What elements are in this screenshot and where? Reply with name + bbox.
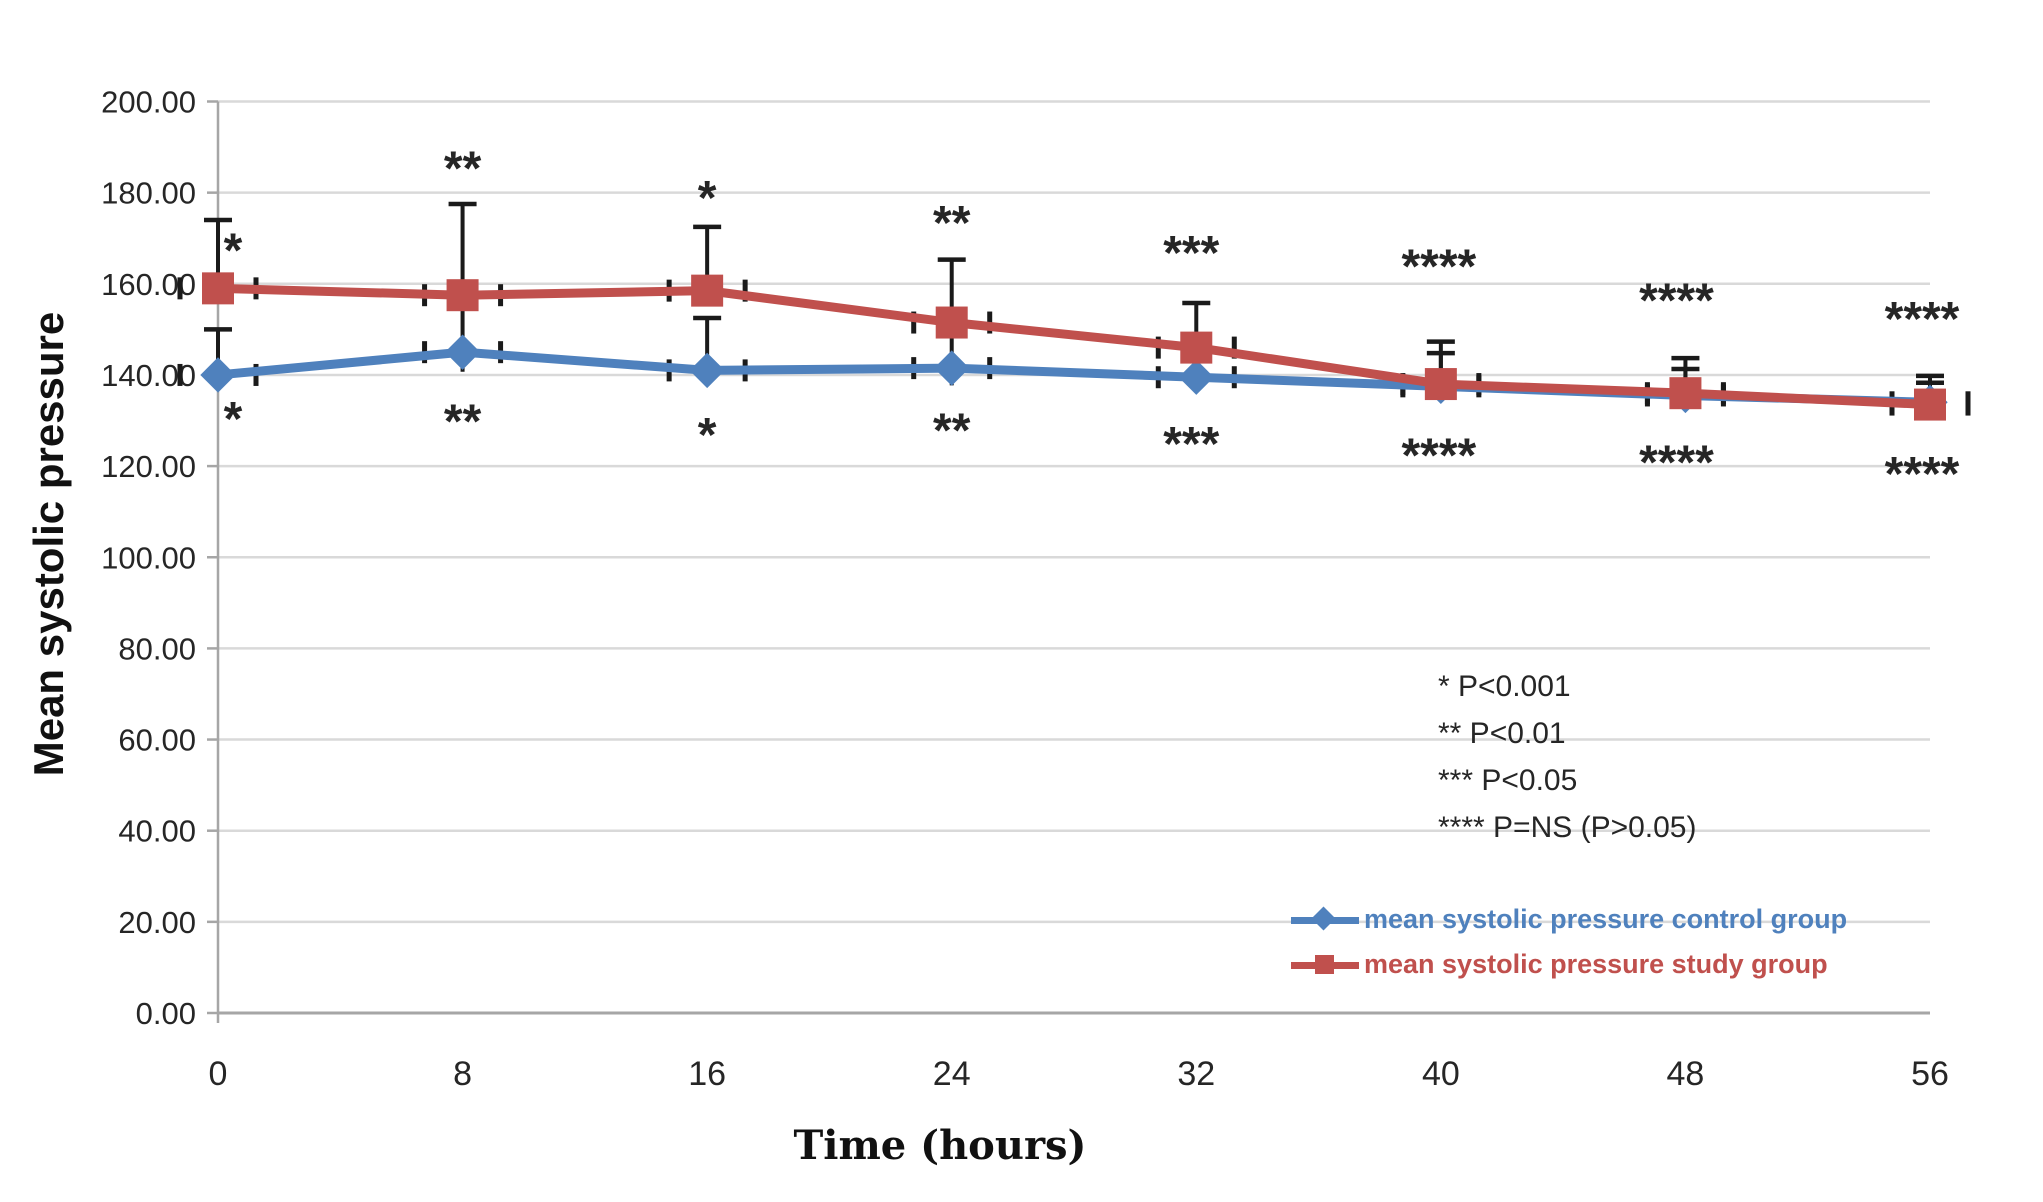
legend-label-control-group: mean systolic pressure control group xyxy=(1364,904,1848,934)
x-axis-title: Time (hours) xyxy=(793,1122,1087,1169)
axes xyxy=(207,100,1930,1023)
data-point-marker-square xyxy=(935,306,968,339)
series-study-group xyxy=(202,272,1946,421)
significance-marker: * xyxy=(224,393,243,446)
y-tick-label: 0.00 xyxy=(136,996,196,1031)
data-point-marker-diamond xyxy=(689,352,725,389)
significance-marker: * xyxy=(698,172,717,225)
y-tick-label: 120.00 xyxy=(101,449,196,484)
study-series-marker-icon xyxy=(1291,953,1359,977)
x-tick-label: 32 xyxy=(1177,1055,1215,1093)
x-tick-label: 56 xyxy=(1911,1055,1949,1093)
legend: mean systolic pressure control group mea… xyxy=(1291,897,1847,987)
significance-key: * P<0.001 ** P<0.01 *** P<0.05 **** P=NS… xyxy=(1438,663,1696,851)
legend-item-study-group: mean systolic pressure study group xyxy=(1291,942,1847,987)
y-tick-label: 20.00 xyxy=(118,905,196,940)
control-series-marker-icon xyxy=(1291,905,1359,932)
y-tick-label: 40.00 xyxy=(118,814,196,849)
data-point-marker-diamond xyxy=(1178,359,1214,395)
significance-marker: **** xyxy=(1885,448,1960,501)
y-axis-tick-labels: 0.0020.0040.0060.0080.00100.00120.00140.… xyxy=(101,85,196,1032)
y-tick-label: 80.00 xyxy=(118,631,196,666)
x-tick-label: 24 xyxy=(933,1055,971,1093)
x-tick-label: 8 xyxy=(453,1055,472,1093)
data-point-marker-square xyxy=(446,279,479,312)
y-tick-label: 100.00 xyxy=(101,540,196,575)
data-point-marker-square xyxy=(1180,331,1213,364)
x-tick-label: 16 xyxy=(688,1055,726,1093)
x-tick-label: 48 xyxy=(1667,1055,1705,1093)
significance-key-line-1: * P<0.001 xyxy=(1438,670,1571,703)
data-point-marker-square xyxy=(1914,388,1946,421)
data-point-marker-square xyxy=(691,274,724,307)
significance-marker: ** xyxy=(933,405,971,458)
gridlines xyxy=(218,100,1930,924)
significance-key-line-2: ** P<0.01 xyxy=(1438,717,1566,750)
significance-asterisks: ****************************************… xyxy=(224,142,1960,500)
legend-item-control-group: mean systolic pressure control group xyxy=(1291,897,1847,942)
significance-key-line-4: **** P=NS (P>0.05) xyxy=(1438,811,1697,844)
significance-marker: **** xyxy=(1885,293,1960,346)
significance-marker: **** xyxy=(1401,240,1476,293)
significance-marker: ** xyxy=(444,395,482,448)
data-point-marker-square xyxy=(1669,377,1702,410)
significance-marker: **** xyxy=(1401,430,1476,483)
data-point-marker-diamond xyxy=(934,350,970,386)
significance-marker: ** xyxy=(444,142,482,195)
y-tick-label: 200.00 xyxy=(101,85,196,120)
data-point-marker-diamond xyxy=(444,334,481,370)
data-point-marker-square xyxy=(1424,368,1457,401)
y-axis-title: Mean systolic pressure xyxy=(25,311,72,777)
significance-marker: **** xyxy=(1639,436,1714,489)
significance-marker: **** xyxy=(1639,275,1714,328)
x-tick-label: 0 xyxy=(209,1055,228,1093)
significance-key-line-3: *** P<0.05 xyxy=(1438,764,1578,797)
legend-label-study-group: mean systolic pressure study group xyxy=(1364,949,1828,979)
data-point-marker-square xyxy=(202,272,234,305)
x-axis-tick-labels: 0 8 16 24 32 40 48 56 xyxy=(209,1055,1949,1093)
significance-marker: *** xyxy=(1163,418,1219,471)
significance-marker: ** xyxy=(933,197,971,250)
significance-marker: *** xyxy=(1163,227,1219,280)
y-tick-label: 60.00 xyxy=(118,723,196,758)
significance-marker: * xyxy=(698,409,717,462)
x-tick-label: 40 xyxy=(1422,1055,1460,1093)
data-point-marker-diamond xyxy=(200,357,236,393)
significance-marker: * xyxy=(224,225,243,278)
y-tick-label: 180.00 xyxy=(101,176,196,211)
